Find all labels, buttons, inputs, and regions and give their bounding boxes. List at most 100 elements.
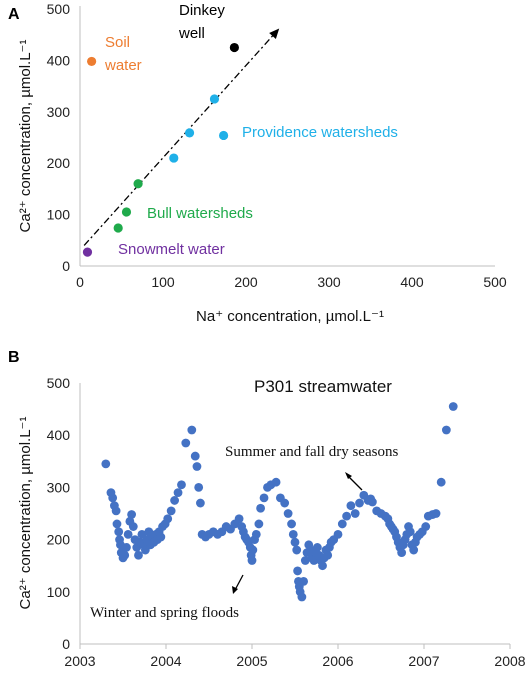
panel-b-points bbox=[101, 402, 458, 602]
x-tick-label: 100 bbox=[151, 274, 175, 290]
data-point bbox=[122, 543, 131, 552]
x-tick-label: 2003 bbox=[64, 653, 95, 669]
panel-a-y-ticks: 0 100 200 300 400 500 bbox=[47, 1, 71, 274]
summer-fall-arrow bbox=[347, 475, 363, 491]
data-point bbox=[287, 519, 296, 529]
x-tick-label: 500 bbox=[483, 274, 507, 290]
panel-a-y-label: Ca²⁺ concentration, µmol.L⁻¹ bbox=[17, 40, 34, 233]
data-point bbox=[436, 477, 446, 487]
y-tick-label: 300 bbox=[47, 104, 71, 120]
data-point bbox=[108, 493, 118, 503]
panel-b-y-label: Ca²⁺ concentration, µmol.L⁻¹ bbox=[17, 417, 34, 610]
data-point bbox=[120, 550, 130, 560]
data-point bbox=[368, 497, 377, 507]
data-point bbox=[87, 56, 97, 67]
data-point bbox=[342, 511, 351, 521]
data-point bbox=[290, 537, 300, 547]
y-tick-label: 0 bbox=[62, 636, 70, 652]
y-tick-label: 200 bbox=[47, 532, 71, 548]
data-point bbox=[251, 529, 261, 539]
snowmelt-water-label: Snowmelt water bbox=[118, 241, 225, 258]
y-tick-label: 500 bbox=[47, 375, 71, 391]
y-tick-label: 500 bbox=[47, 1, 71, 17]
data-point bbox=[299, 576, 308, 586]
data-point bbox=[431, 509, 441, 518]
data-point bbox=[113, 223, 123, 233]
data-point bbox=[169, 153, 179, 163]
data-point bbox=[123, 529, 133, 539]
data-point bbox=[218, 130, 229, 141]
data-point bbox=[355, 498, 364, 508]
x-tick-label: 2008 bbox=[494, 653, 525, 669]
soil-water-label-2: water bbox=[104, 57, 142, 74]
data-point bbox=[234, 514, 244, 524]
data-point bbox=[297, 592, 307, 602]
x-tick-label: 2006 bbox=[322, 653, 353, 669]
data-point bbox=[247, 556, 257, 565]
data-point bbox=[170, 496, 180, 505]
data-point bbox=[283, 509, 293, 518]
panel-b-title: P301 streamwater bbox=[254, 377, 392, 396]
data-point bbox=[350, 509, 360, 518]
data-point bbox=[163, 514, 173, 524]
x-tick-label: 300 bbox=[317, 274, 341, 290]
data-point bbox=[229, 42, 239, 53]
data-point bbox=[177, 480, 186, 490]
y-tick-label: 300 bbox=[47, 479, 71, 495]
data-point bbox=[293, 566, 302, 576]
data-point bbox=[337, 519, 347, 529]
data-point bbox=[173, 488, 183, 498]
data-point bbox=[333, 529, 343, 539]
y-tick-label: 400 bbox=[47, 52, 71, 68]
data-point bbox=[346, 501, 356, 511]
data-point bbox=[254, 519, 264, 529]
panel-a-plot: 0 100 200 300 400 500 0 100 200 300 400 500 bbox=[47, 1, 507, 290]
data-point bbox=[256, 503, 265, 513]
data-point bbox=[405, 527, 415, 537]
data-point bbox=[300, 556, 310, 565]
data-point bbox=[259, 493, 269, 503]
data-point bbox=[196, 498, 205, 508]
x-tick-label: 2007 bbox=[408, 653, 439, 669]
data-point bbox=[128, 522, 138, 531]
panel-b-label: B bbox=[8, 349, 20, 366]
panel-b: B P301 streamwater 0 100 200 300 400 500 2003… bbox=[8, 349, 526, 669]
data-point bbox=[187, 425, 197, 435]
trend-arrowhead bbox=[269, 28, 280, 39]
data-point bbox=[82, 247, 93, 257]
bull-watersheds-label: Bull watersheds bbox=[147, 205, 253, 222]
panel-b-y-ticks: 0 100 200 300 400 500 bbox=[47, 375, 71, 652]
data-point bbox=[190, 451, 200, 461]
data-point bbox=[166, 506, 176, 516]
data-point bbox=[318, 561, 327, 571]
data-point bbox=[181, 438, 191, 448]
providence-watersheds-label: Providence watersheds bbox=[242, 124, 398, 141]
panel-a-label: A bbox=[8, 6, 20, 23]
x-tick-label: 200 bbox=[234, 274, 258, 290]
y-tick-label: 100 bbox=[47, 584, 71, 600]
summer-fall-arrowhead bbox=[345, 472, 352, 479]
data-point bbox=[421, 522, 431, 531]
data-point bbox=[121, 207, 132, 217]
x-tick-label: 0 bbox=[76, 274, 84, 290]
y-tick-label: 0 bbox=[62, 258, 70, 274]
data-point bbox=[184, 128, 195, 138]
panel-a-x-ticks: 0 100 200 300 400 500 bbox=[76, 274, 507, 290]
data-point bbox=[114, 527, 124, 537]
panel-b-x-ticks: 2003 2004 2005 2006 2007 2008 bbox=[64, 644, 526, 669]
y-tick-label: 400 bbox=[47, 427, 71, 443]
data-point bbox=[280, 498, 290, 508]
data-point bbox=[312, 543, 322, 552]
data-point bbox=[409, 545, 419, 555]
data-point bbox=[127, 510, 136, 519]
summer-fall-annotation: Summer and fall dry seasons bbox=[225, 444, 398, 460]
winter-spring-annotation: Winter and spring floods bbox=[90, 605, 239, 621]
data-point bbox=[112, 519, 122, 529]
data-point bbox=[288, 529, 298, 539]
winter-spring-arrowhead bbox=[232, 586, 238, 594]
y-tick-label: 200 bbox=[47, 155, 71, 171]
data-point bbox=[209, 94, 220, 104]
soil-water-label-1: Soil bbox=[105, 34, 130, 51]
